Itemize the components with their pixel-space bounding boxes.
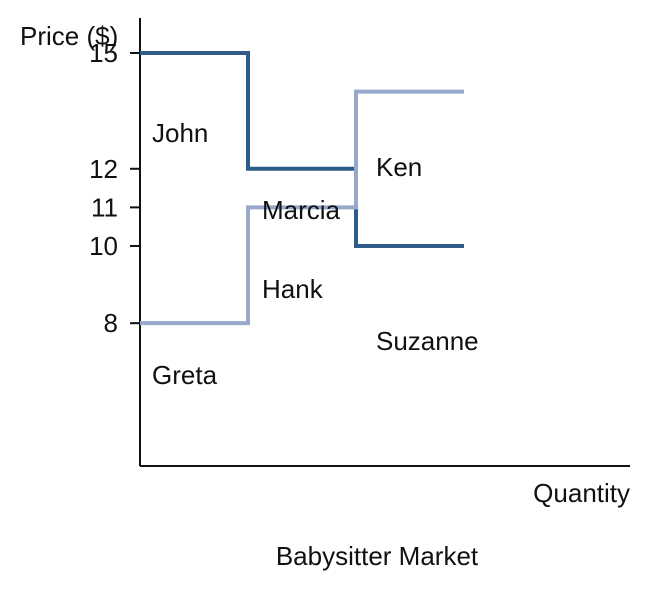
annotations: John Marcia Ken Hank Suzanne Greta (152, 118, 479, 390)
annotation-john: John (152, 118, 208, 148)
annotation-hank: Hank (262, 274, 324, 304)
demand-step-line (140, 50, 464, 248)
axes (139, 18, 630, 467)
y-tick-label: 10 (89, 231, 118, 261)
y-tick-label: 15 (89, 38, 118, 68)
annotation-suzanne: Suzanne (376, 326, 479, 356)
annotation-greta: Greta (152, 360, 218, 390)
y-axis-label: Price ($) (20, 21, 118, 51)
annotation-marcia: Marcia (262, 195, 341, 225)
y-tick-label: 12 (89, 154, 118, 184)
y-tick-label: 8 (104, 308, 118, 338)
chart-title: Babysitter Market (276, 541, 479, 571)
series-lines (140, 50, 464, 326)
y-ticks: 15 12 11 10 8 (89, 38, 140, 338)
annotation-ken: Ken (376, 152, 422, 182)
x-axis-label: Quantity (533, 478, 630, 508)
supply-step-line (140, 89, 464, 326)
y-tick-label: 11 (91, 192, 118, 222)
